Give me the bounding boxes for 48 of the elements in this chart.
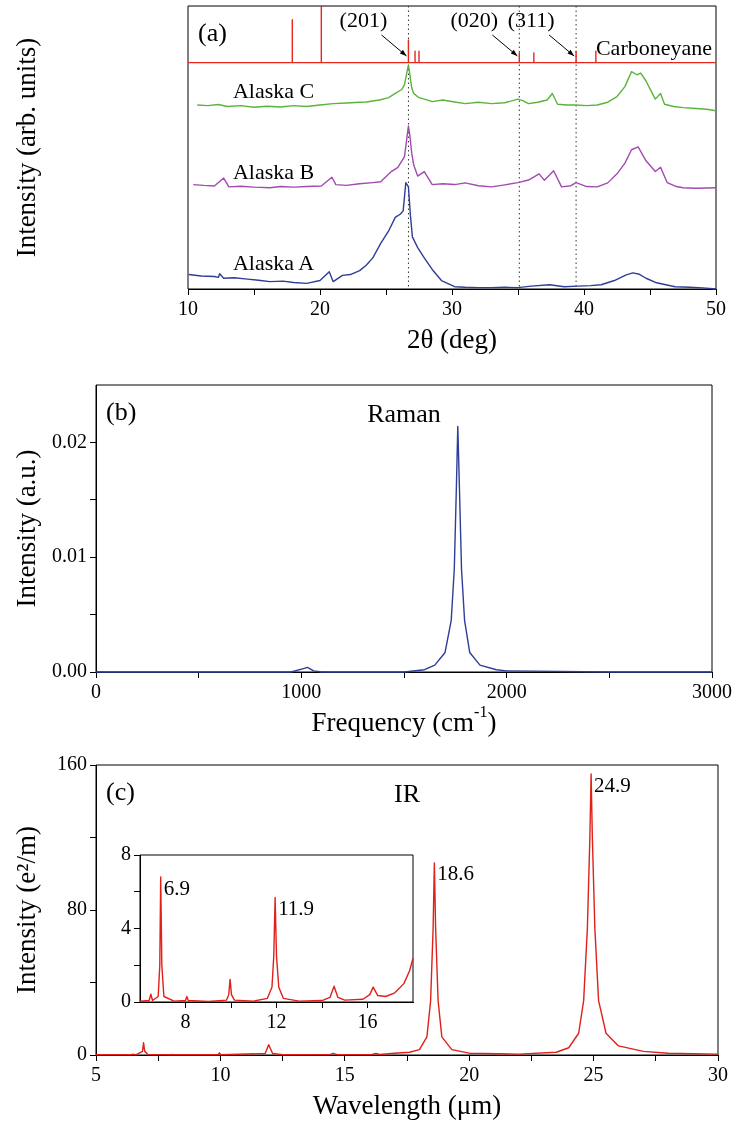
y-tick-label: 0.00 [52,659,87,682]
series-label: Alaska B [232,158,315,184]
x-tick-label: 16 [357,1010,378,1033]
y-axis-title: Intensity (e²/m) [11,826,42,994]
y-axis-title: Intensity (arb. units) [11,37,42,258]
y-tick-label: 160 [57,752,87,775]
x-tick-label: 25 [583,1063,604,1086]
x-tick-label: 15 [334,1063,355,1086]
x-tick-label: 12 [266,1010,287,1033]
x-tick-label: 2000 [486,680,527,703]
x-tick-label: 20 [459,1063,480,1086]
x-tick-label: 30 [442,297,462,320]
annotation: 24.9 [594,772,631,797]
x-axis-title: 2θ (deg) [406,324,498,355]
annotation: (b) [106,396,137,426]
annotation: (a) [198,17,227,47]
annotation: (201) [339,6,388,32]
y-tick-label: 0 [121,989,131,1012]
annotation: 11.9 [278,895,315,920]
x-tick-label: 8 [180,1010,191,1033]
annotation: 18.6 [437,861,475,886]
x-tick-label: 50 [706,297,726,320]
annotation: 6.9 [163,875,190,900]
y-tick-label: 0 [77,1042,87,1065]
x-tick-label: 40 [574,297,594,320]
annotation: (311) [507,6,555,32]
x-tick-label: 10 [210,1063,231,1086]
x-tick-label: 1000 [281,680,322,703]
y-tick-label: 4 [121,915,131,938]
y-tick-label: 80 [67,897,87,920]
text: Raman [367,398,441,428]
annotation: (020) [450,6,499,32]
y-tick-label: 8 [121,842,131,865]
x-tick-label: 3000 [692,680,732,703]
series-label: Alaska C [232,78,315,104]
x-tick-label: 20 [310,297,330,320]
x-tick-label: 30 [708,1063,728,1086]
x-axis-title: Wavelength (μm) [312,1090,502,1121]
x-tick-label: 10 [178,297,198,320]
series-label: Alaska A [232,249,315,275]
text: IR [394,778,421,808]
y-tick-label: 0.01 [52,544,87,567]
annotation: (c) [106,776,135,806]
x-tick-label: 5 [91,1063,101,1086]
x-tick-label: 0 [91,680,101,703]
y-axis-title: Intensity (a.u.) [11,449,42,608]
y-tick-label: 0.02 [52,429,87,452]
series-label: Carboneyane [595,34,712,60]
